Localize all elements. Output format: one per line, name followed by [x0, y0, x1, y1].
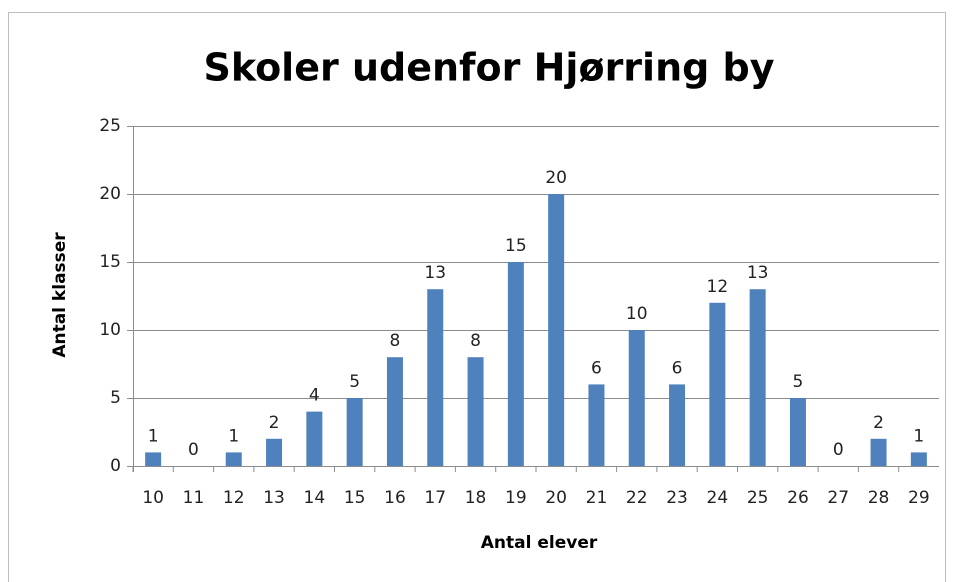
x-tick-label: 17 — [424, 488, 446, 508]
bar — [346, 398, 363, 466]
y-tick-label: 10 — [99, 320, 121, 340]
x-tick-label: 25 — [747, 488, 769, 508]
data-label: 1 — [913, 426, 924, 446]
bar — [628, 330, 645, 466]
data-label: 8 — [470, 331, 481, 351]
data-label: 0 — [833, 440, 844, 460]
x-tick-label: 22 — [626, 488, 648, 508]
x-axis-label: Antal elever — [481, 533, 598, 553]
data-label: 12 — [707, 277, 729, 297]
y-tick-label: 20 — [99, 184, 121, 204]
data-label: 20 — [545, 168, 567, 188]
x-tick-label: 20 — [545, 488, 567, 508]
x-tick-label: 12 — [223, 488, 245, 508]
data-label: 8 — [390, 331, 401, 351]
data-label: 13 — [747, 263, 769, 283]
x-tick-label: 14 — [304, 488, 326, 508]
chart-title: Skoler udenfor Hjørring by — [203, 46, 774, 90]
data-label: 2 — [269, 413, 280, 433]
bar — [870, 438, 887, 466]
data-label: 1 — [148, 426, 159, 446]
x-tick-label: 15 — [344, 488, 366, 508]
bar — [386, 357, 403, 466]
y-tick-label: 15 — [99, 252, 121, 272]
y-axis-label: Antal klasser — [50, 232, 70, 358]
bar — [910, 452, 927, 466]
bar — [145, 452, 162, 466]
bar — [266, 438, 283, 466]
bar — [225, 452, 242, 466]
data-label: 2 — [873, 413, 884, 433]
bar — [507, 262, 524, 466]
bar — [749, 289, 766, 466]
data-label: 5 — [793, 372, 804, 392]
x-tick-label: 16 — [384, 488, 406, 508]
x-tick-label: 28 — [868, 488, 890, 508]
data-label: 0 — [188, 440, 199, 460]
bar — [789, 398, 806, 466]
data-label: 1 — [228, 426, 239, 446]
x-tick-label: 19 — [505, 488, 527, 508]
data-label: 4 — [309, 386, 320, 406]
bar — [467, 357, 484, 466]
x-tick-label: 26 — [787, 488, 809, 508]
bar — [427, 289, 444, 466]
x-tick-label: 10 — [142, 488, 164, 508]
y-tick-label: 5 — [110, 388, 121, 408]
y-tick-label: 25 — [99, 116, 121, 136]
x-tick-label: 18 — [465, 488, 487, 508]
x-tick-label: 23 — [666, 488, 688, 508]
bar — [588, 384, 605, 466]
data-label: 6 — [591, 358, 602, 378]
x-tick-label: 24 — [707, 488, 729, 508]
x-tick-label: 27 — [827, 488, 849, 508]
data-label: 6 — [672, 358, 683, 378]
bar — [709, 302, 726, 466]
data-label: 10 — [626, 304, 648, 324]
data-label: 5 — [349, 372, 360, 392]
x-tick-label: 29 — [908, 488, 930, 508]
bar — [306, 411, 323, 466]
data-label: 15 — [505, 236, 527, 256]
data-label: 13 — [424, 263, 446, 283]
y-tick-label: 0 — [110, 456, 121, 476]
bar — [669, 384, 686, 466]
x-tick-label: 13 — [263, 488, 285, 508]
x-tick-label: 21 — [586, 488, 608, 508]
x-tick-label: 11 — [183, 488, 205, 508]
bar — [548, 194, 565, 466]
chart-frame — [8, 12, 946, 582]
